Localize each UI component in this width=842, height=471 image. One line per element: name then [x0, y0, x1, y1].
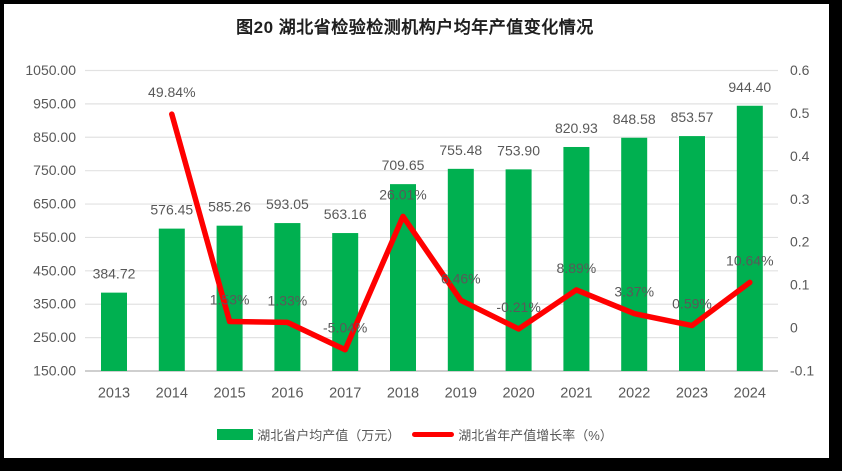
x-axis-label-2016: 2016 — [271, 386, 303, 402]
y-axis-tick-label: 650.00 — [33, 196, 76, 212]
growth-point-label: 26.01% — [379, 186, 426, 202]
bar-value-label: 576.45 — [150, 202, 193, 218]
growth-point-label: 3.37% — [614, 284, 654, 300]
bar-2023 — [679, 136, 705, 371]
y2-axis-tick-label: 0.2 — [790, 234, 810, 250]
bar-value-label: 384.72 — [93, 266, 136, 282]
bar-value-label: 944.40 — [728, 79, 771, 95]
growth-point-label: 49.84% — [148, 84, 195, 100]
bar-2020 — [505, 169, 532, 371]
growth-point-label: 6.46% — [441, 270, 481, 286]
growth-point-label: 8.89% — [557, 260, 597, 276]
y-axis-tick-label: 250.00 — [33, 329, 76, 345]
y2-axis-tick-label: 0 — [790, 320, 798, 336]
x-axis-label-2014: 2014 — [156, 386, 188, 402]
growth-point-label: -5.04% — [323, 320, 367, 336]
chart-legend: 湖北省户均产值（万元） 湖北省年产值增长率（%） — [0, 423, 830, 445]
bar-2022 — [621, 137, 648, 371]
x-axis-label-2018: 2018 — [387, 386, 419, 402]
bar-value-label: 585.26 — [208, 199, 251, 215]
legend-line-label: 湖北省年产值增长率（%） — [458, 427, 613, 443]
bar-value-label: 593.05 — [266, 196, 309, 212]
x-axis-label-2017: 2017 — [329, 386, 361, 402]
y2-axis-tick-label: 0.1 — [790, 277, 810, 293]
y-axis-tick-label: 750.00 — [33, 162, 76, 178]
y2-axis-tick-label: 0.4 — [790, 148, 810, 164]
bar-2014 — [158, 228, 185, 371]
x-axis-label-2024: 2024 — [734, 386, 766, 402]
bar-2013 — [101, 292, 127, 371]
x-axis-label-2020: 2020 — [502, 386, 534, 402]
bar-value-label: 853.57 — [671, 109, 714, 125]
chart-title: 图20 湖北省检验检测机构户均年产值变化情况 — [236, 18, 594, 37]
y-axis-tick-label: 550.00 — [33, 229, 76, 245]
y-axis-tick-label: 1050.00 — [25, 62, 76, 78]
bar-value-label: 848.58 — [613, 111, 656, 127]
legend-bar-swatch — [217, 428, 254, 440]
x-axis-label-2019: 2019 — [445, 386, 477, 402]
bar-value-label: 709.65 — [382, 157, 425, 173]
growth-point-label: 10.64% — [726, 252, 773, 268]
y-axis-tick-label: 450.00 — [33, 262, 76, 278]
x-axis-label-2013: 2013 — [98, 386, 130, 402]
x-axis-label-2021: 2021 — [560, 386, 592, 402]
frame-border-right — [829, 0, 842, 471]
frame-border-bottom — [0, 458, 842, 471]
bar-2019 — [447, 168, 474, 371]
bar-2024 — [736, 105, 763, 371]
y2-axis-tick-label: 0.6 — [790, 62, 810, 78]
x-axis-label-2023: 2023 — [676, 386, 708, 402]
y-axis-tick-label: 850.00 — [33, 129, 76, 145]
frame-border-left — [0, 0, 4, 471]
y2-axis-tick-label: 0.3 — [790, 191, 810, 207]
growth-point-label: -0.21% — [496, 299, 540, 315]
y-axis-tick-label: 950.00 — [33, 95, 76, 111]
bar-value-label: 563.16 — [324, 206, 367, 222]
bar-2018 — [390, 184, 416, 371]
x-axis-label-2015: 2015 — [213, 386, 245, 402]
y2-axis-tick-label: -0.1 — [790, 363, 814, 379]
growth-point-label: 1.53% — [210, 292, 250, 308]
bar-value-label: 753.90 — [497, 142, 540, 158]
y-axis-tick-label: 350.00 — [33, 296, 76, 312]
y2-axis-tick-label: 0.5 — [790, 105, 810, 121]
x-axis-label-2022: 2022 — [618, 386, 650, 402]
bar-value-label: 820.93 — [555, 120, 598, 136]
bar-value-label: 755.48 — [439, 142, 482, 158]
growth-point-label: 1.33% — [268, 292, 308, 308]
growth-point-label: 0.59% — [672, 296, 712, 312]
bar-2021 — [563, 146, 590, 371]
frame-border-top — [0, 0, 842, 4]
legend-line-swatch — [412, 431, 455, 437]
growth-rate-line — [169, 111, 753, 353]
bar-2016 — [274, 223, 301, 371]
legend-bar-label: 湖北省户均产值（万元） — [257, 427, 401, 443]
y-axis-tick-label: 150.00 — [33, 363, 76, 379]
